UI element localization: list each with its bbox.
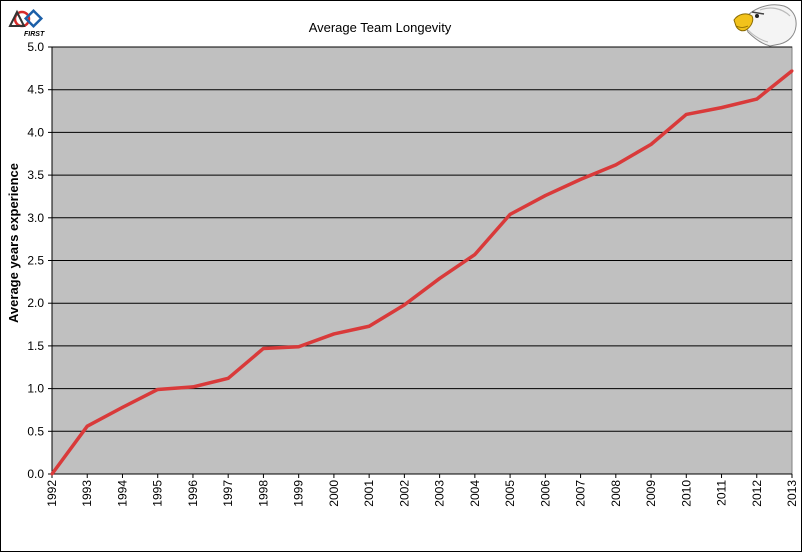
- data-point: [85, 424, 89, 428]
- y-tick-label: 2.5: [27, 254, 44, 268]
- x-tick-label: 2011: [715, 480, 729, 506]
- y-tick-label: 3.0: [27, 211, 44, 225]
- data-point: [191, 385, 195, 389]
- data-point: [614, 163, 618, 167]
- x-tick-label: 2009: [644, 480, 658, 507]
- x-tick-label: 2005: [503, 480, 517, 507]
- data-point: [367, 324, 371, 328]
- x-tick-label: 2000: [327, 480, 341, 507]
- x-tick-label: 2012: [750, 480, 764, 507]
- x-tick-label: 2010: [679, 480, 693, 507]
- x-tick-label: 2003: [433, 480, 447, 507]
- y-tick-label: 1.0: [27, 382, 44, 396]
- data-point: [156, 387, 160, 391]
- data-point: [790, 69, 794, 73]
- y-tick-label: 4.0: [27, 125, 44, 139]
- x-tick-label: 1992: [45, 480, 59, 507]
- x-tick-label: 1996: [186, 480, 200, 507]
- y-axis-label: Average years experience: [6, 163, 21, 323]
- data-point: [297, 345, 301, 349]
- data-point: [473, 253, 477, 257]
- y-tick-label: 2.0: [27, 296, 44, 310]
- y-tick-label: 1.5: [27, 339, 44, 353]
- x-tick-label: 1994: [115, 480, 129, 507]
- x-axis-ticks: 1992 1993 1994 1995 1996 1997 1998 1999 2000 2001…: [45, 474, 799, 507]
- data-point: [438, 276, 442, 280]
- x-tick-label: 2004: [468, 480, 482, 507]
- data-point: [755, 97, 759, 101]
- data-point: [261, 346, 265, 350]
- first-robotics-logo-icon: [8, 8, 44, 29]
- eagle-head-logo: [733, 4, 797, 47]
- y-tick-label: 3.5: [27, 168, 44, 182]
- data-point: [120, 405, 124, 409]
- x-tick-label: 2007: [574, 480, 588, 507]
- series-line: [50, 69, 794, 476]
- y-tick-label: 5.0: [27, 40, 44, 54]
- chart-title: Average Team Longevity: [309, 20, 452, 35]
- x-tick-label: 1993: [80, 480, 94, 507]
- first-logo-text: FIRST: [24, 31, 45, 38]
- data-point: [50, 472, 54, 476]
- y-tick-label: 0.5: [27, 424, 44, 438]
- data-point: [402, 303, 406, 307]
- gridlines: [51, 46, 792, 475]
- x-tick-label: 2008: [609, 480, 623, 507]
- series-group: [50, 69, 794, 476]
- x-tick-label: 2001: [362, 480, 376, 507]
- data-point: [226, 376, 230, 380]
- data-point: [543, 194, 547, 198]
- x-tick-label: 2006: [538, 480, 552, 507]
- x-tick-label: 1995: [151, 480, 165, 507]
- y-tick-label: 4.5: [27, 83, 44, 97]
- first-logo: FIRST: [8, 8, 45, 38]
- data-point: [649, 142, 653, 146]
- x-tick-label: 2002: [397, 480, 411, 507]
- x-tick-label: 1997: [221, 480, 235, 507]
- data-point: [684, 112, 688, 116]
- data-point: [720, 106, 724, 110]
- data-point: [579, 177, 583, 181]
- x-tick-label: 2013: [785, 480, 799, 507]
- y-tick-label: 0.0: [27, 467, 44, 481]
- data-point: [508, 212, 512, 216]
- x-tick-label: 1998: [256, 480, 270, 507]
- x-tick-label: 1999: [292, 480, 306, 507]
- y-axis-ticks: 0.0 0.5 1.0 1.5 2.0 2.5 3.0 3.5 4.0 4.5 5.0: [27, 40, 52, 481]
- data-point: [332, 332, 336, 336]
